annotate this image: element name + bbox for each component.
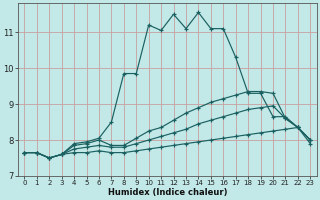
- X-axis label: Humidex (Indice chaleur): Humidex (Indice chaleur): [108, 188, 227, 197]
